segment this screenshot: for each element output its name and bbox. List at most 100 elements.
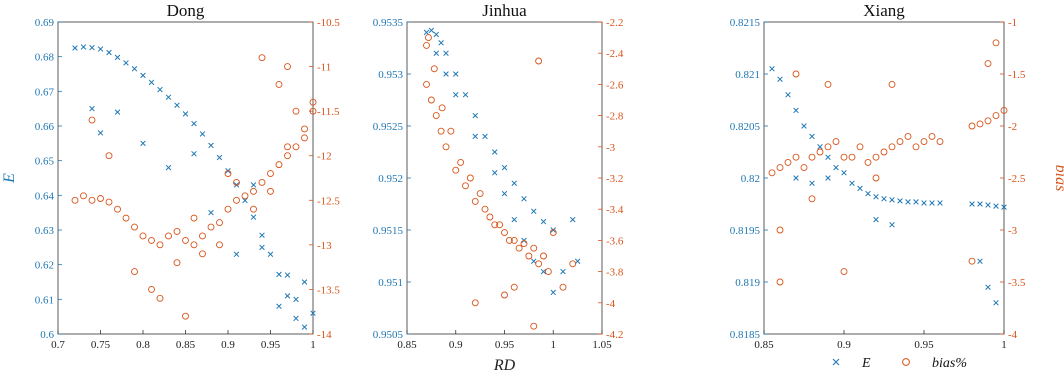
y-tick-label: 0.8185 xyxy=(730,329,761,341)
data-point-e xyxy=(472,133,479,140)
data-point-bias xyxy=(530,322,538,330)
data-point-bias xyxy=(491,221,499,229)
panel-title: Dong xyxy=(167,1,205,20)
data-point-bias xyxy=(190,214,198,222)
data-point-bias xyxy=(292,143,300,151)
data-point-bias xyxy=(284,152,291,160)
data-point-e xyxy=(491,170,498,176)
data-point-e xyxy=(550,289,557,296)
data-point-e xyxy=(849,180,855,186)
data-point-e xyxy=(462,92,469,98)
data-point-bias xyxy=(432,112,440,120)
panel-xiang: Xiang 0.85 0.9 0.95 1 0.8185 0.819 0.8195 0.82 0.… xyxy=(730,1,1064,351)
y2-tick-label: -11.5 xyxy=(317,106,340,118)
data-point-e xyxy=(97,130,104,136)
x-tick-label: 0.95 xyxy=(495,339,515,351)
data-point-e xyxy=(293,296,299,303)
data-point-bias xyxy=(776,226,784,234)
data-point-e xyxy=(540,218,547,225)
data-point-bias xyxy=(438,104,446,112)
data-point-bias xyxy=(936,138,944,146)
data-point-e xyxy=(511,180,518,186)
y-tick-label: 0.9515 xyxy=(373,225,404,237)
data-point-e xyxy=(182,111,189,117)
data-point-e xyxy=(873,216,879,223)
data-point-e xyxy=(165,94,172,100)
x-tick-label: 1 xyxy=(310,339,316,351)
data-point-e xyxy=(80,44,87,50)
x-tick-label: 0.85 xyxy=(176,339,196,351)
data-point-bias xyxy=(423,41,430,49)
data-point-e xyxy=(889,197,895,203)
data-point-bias xyxy=(525,252,533,260)
data-point-e xyxy=(881,196,887,202)
data-point-bias xyxy=(250,205,257,213)
data-point-bias xyxy=(559,283,567,291)
data-point-bias xyxy=(442,143,450,151)
y-axis-label: E xyxy=(1,173,18,184)
data-point-bias xyxy=(912,143,920,151)
x-tick-label: 0.75 xyxy=(91,339,111,351)
data-point-bias xyxy=(856,143,864,151)
data-point-e xyxy=(809,133,815,140)
data-point-e xyxy=(825,175,831,181)
data-point-e xyxy=(501,190,508,197)
data-point-bias xyxy=(88,116,96,124)
data-point-bias xyxy=(105,152,113,160)
data-point-bias xyxy=(864,158,872,166)
data-point-bias xyxy=(148,285,155,293)
y-tick-label: 0.67 xyxy=(35,86,55,98)
data-point-bias xyxy=(309,107,317,115)
data-point-e xyxy=(482,133,488,140)
data-point-bias xyxy=(520,240,528,247)
data-point-bias xyxy=(984,117,992,125)
y2-tick-label: -4.2 xyxy=(606,329,623,341)
data-point-bias xyxy=(199,232,206,240)
y-tick-label: 0.9535 xyxy=(373,17,404,29)
y-tick-label: 0.951 xyxy=(378,277,403,289)
data-point-bias xyxy=(535,57,543,65)
y2-tick-label: -3 xyxy=(606,142,616,154)
data-point-bias xyxy=(190,241,198,249)
data-point-bias xyxy=(888,143,896,151)
y-tick-label: 0.66 xyxy=(35,121,55,133)
data-point-bias xyxy=(904,132,912,140)
data-point-e xyxy=(985,202,991,208)
data-point-bias xyxy=(510,236,518,244)
data-point-e xyxy=(89,44,95,51)
data-point-e xyxy=(165,164,172,171)
y2-tick-label: -3.5 xyxy=(1008,277,1026,289)
data-point-e xyxy=(873,193,879,200)
legend-marker-bias xyxy=(902,358,910,366)
plot-frame xyxy=(57,21,314,335)
data-point-bias xyxy=(540,252,547,260)
y-tick-label: 0.6 xyxy=(40,329,54,341)
data-point-bias xyxy=(427,96,435,104)
data-point-bias xyxy=(224,205,232,213)
x-tick-label: 0.9 xyxy=(449,339,463,351)
data-point-bias xyxy=(425,34,432,42)
data-point-bias xyxy=(768,169,776,177)
y-tick-label: 0.82 xyxy=(741,173,760,185)
data-point-e xyxy=(817,144,823,150)
y2-tick-label: -3.8 xyxy=(606,267,624,279)
data-point-e xyxy=(310,310,316,316)
y2-tick-label: -13.5 xyxy=(317,284,340,296)
data-point-bias xyxy=(872,153,880,161)
data-point-e xyxy=(276,271,282,278)
data-point-bias xyxy=(122,214,130,222)
data-point-e xyxy=(560,268,566,275)
data-point-e xyxy=(114,109,121,115)
data-point-e xyxy=(569,216,576,223)
x-tick-label: 0.7 xyxy=(51,339,65,351)
y2-tick-label: -2.8 xyxy=(606,111,624,123)
data-point-bias xyxy=(928,132,936,140)
data-point-bias xyxy=(250,187,257,195)
data-point-bias xyxy=(544,268,552,276)
y-tick-label: 0.9525 xyxy=(373,121,404,133)
data-point-e xyxy=(250,182,257,188)
y2-tick-label: -10.5 xyxy=(317,17,340,29)
data-point-e xyxy=(157,86,163,93)
y-tick-label: 0.8205 xyxy=(730,121,761,133)
data-point-e xyxy=(841,170,847,176)
